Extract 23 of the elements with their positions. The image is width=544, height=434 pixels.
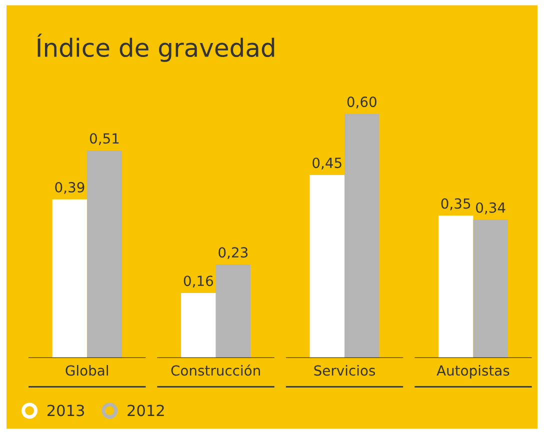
bar <box>52 199 88 358</box>
data-label: 0,16 <box>184 276 214 288</box>
chart-title: Índice de gravedad <box>37 34 274 62</box>
legend-label: 2012 <box>128 404 164 416</box>
bar <box>310 174 345 358</box>
data-label: 0,34 <box>476 202 506 214</box>
bar <box>344 114 380 358</box>
bar <box>438 216 474 358</box>
bar <box>216 264 251 358</box>
data-label: 0,23 <box>218 247 248 260</box>
bar <box>473 220 508 358</box>
x-tick-label: Servicios <box>314 365 376 376</box>
data-label: 0,45 <box>312 158 342 170</box>
legend-label: 2013 <box>47 404 84 416</box>
data-label: 0,35 <box>441 198 470 210</box>
x-tick-label: Global <box>66 365 108 376</box>
bar <box>87 150 122 358</box>
x-tick-label: Autopistas <box>436 365 510 378</box>
data-label: 0,39 <box>55 182 84 194</box>
x-tick-label: Construcción <box>171 364 260 376</box>
data-label: 0,60 <box>347 96 376 108</box>
data-label: 0,51 <box>90 133 119 146</box>
bar <box>181 292 216 358</box>
